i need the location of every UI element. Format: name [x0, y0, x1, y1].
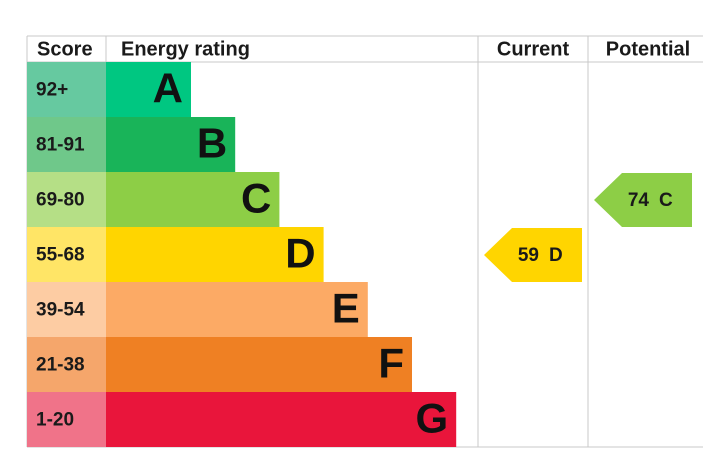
rating-letter: G [416, 395, 449, 442]
score-label: 39-54 [36, 300, 85, 321]
rating-letter: B [197, 120, 227, 167]
potential-arrow [594, 173, 692, 227]
rating-letter: F [378, 340, 404, 387]
rating-bar [106, 392, 457, 447]
score-label: 92+ [36, 80, 68, 101]
rating-bar [106, 62, 191, 117]
rating-letter: C [241, 175, 271, 222]
header-rating: Energy rating [121, 38, 250, 60]
score-cell [27, 392, 106, 447]
score-label: 21-38 [36, 355, 85, 376]
score-label: 55-68 [36, 245, 85, 266]
score-label: 81-91 [36, 135, 85, 156]
potential-letter: C [659, 190, 673, 211]
score-cell [27, 62, 106, 117]
score-cell [27, 172, 106, 227]
rating-bar [106, 227, 324, 282]
rating-bar [106, 282, 368, 337]
rating-letter: E [332, 285, 360, 332]
rating-bar [106, 337, 412, 392]
current-value: 59 [518, 245, 539, 266]
current-letter: D [549, 245, 563, 266]
score-cell [27, 282, 106, 337]
rating-letter: A [153, 65, 183, 112]
header-score: Score [37, 38, 93, 60]
rating-letter: D [285, 230, 315, 277]
header-current: Current [497, 38, 570, 60]
rating-bar [106, 117, 236, 172]
header-potential: Potential [606, 38, 690, 60]
rating-bar [106, 172, 280, 227]
score-label: 1-20 [36, 410, 74, 431]
score-cell [27, 337, 106, 392]
score-cell [27, 227, 106, 282]
score-label: 69-80 [36, 190, 85, 211]
potential-value: 74 [628, 190, 650, 211]
current-arrow [484, 228, 582, 282]
score-cell [27, 117, 106, 172]
